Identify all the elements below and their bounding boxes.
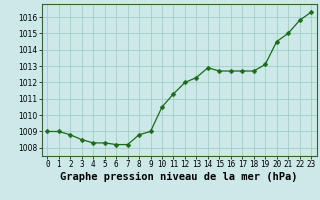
X-axis label: Graphe pression niveau de la mer (hPa): Graphe pression niveau de la mer (hPa) — [60, 172, 298, 182]
